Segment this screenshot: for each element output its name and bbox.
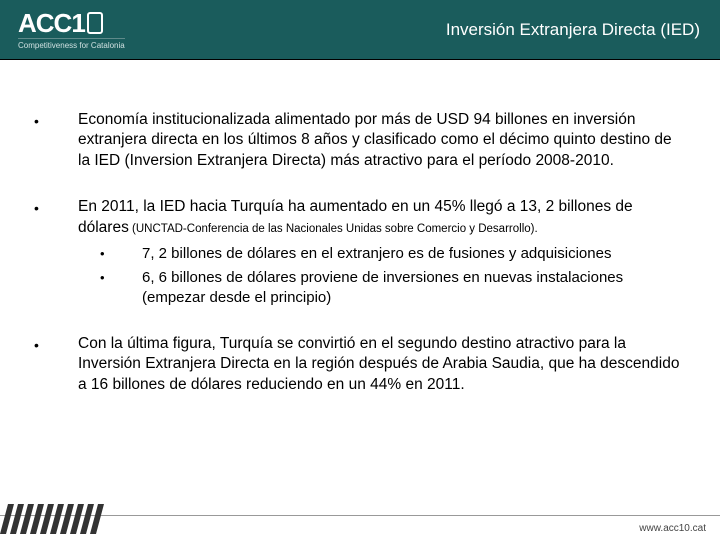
page-title: Inversión Extranjera Directa (IED) xyxy=(446,20,700,40)
bullet-marker: • xyxy=(100,268,142,308)
footer-stripes-icon xyxy=(0,504,120,534)
sub-bullet-item: • 6, 6 billones de dólares proviene de i… xyxy=(100,268,686,308)
footer-url: www.acc10.cat xyxy=(639,523,706,534)
sub-bullet-text: 7, 2 billones de dólares en el extranjer… xyxy=(142,244,686,264)
logo-main: ACC1 xyxy=(18,10,125,36)
bullet-note: (UNCTAD-Conferencia de las Nacionales Un… xyxy=(129,223,538,235)
bullet-item: • Economía institucionalizada alimentado… xyxy=(34,110,686,171)
bullet-marker: • xyxy=(34,110,78,171)
sub-bullet-text: 6, 6 billones de dólares proviene de inv… xyxy=(142,268,686,308)
bullet-marker: • xyxy=(100,244,142,264)
bullet-item: • En 2011, la IED hacia Turquía ha aumen… xyxy=(34,197,686,238)
logo-tagline: Competitiveness for Catalonia xyxy=(18,38,125,50)
sub-bullet-item: • 7, 2 billones de dólares en el extranj… xyxy=(100,244,686,264)
bullet-text: Con la última figura, Turquía se convirt… xyxy=(78,334,686,395)
bullet-marker: • xyxy=(34,197,78,238)
bullet-text: Economía institucionalizada alimentado p… xyxy=(78,110,686,171)
bullet-text: En 2011, la IED hacia Turquía ha aumenta… xyxy=(78,197,686,238)
content-area: • Economía institucionalizada alimentado… xyxy=(0,60,720,395)
logo-square-icon xyxy=(87,12,103,34)
logo-text: ACC1 xyxy=(18,10,85,36)
bullet-marker: • xyxy=(34,334,78,395)
header-bar: ACC1 Competitiveness for Catalonia Inver… xyxy=(0,0,720,60)
bullet-item: • Con la última figura, Turquía se convi… xyxy=(34,334,686,395)
sub-bullet-list: • 7, 2 billones de dólares en el extranj… xyxy=(100,244,686,307)
logo: ACC1 Competitiveness for Catalonia xyxy=(18,10,125,50)
